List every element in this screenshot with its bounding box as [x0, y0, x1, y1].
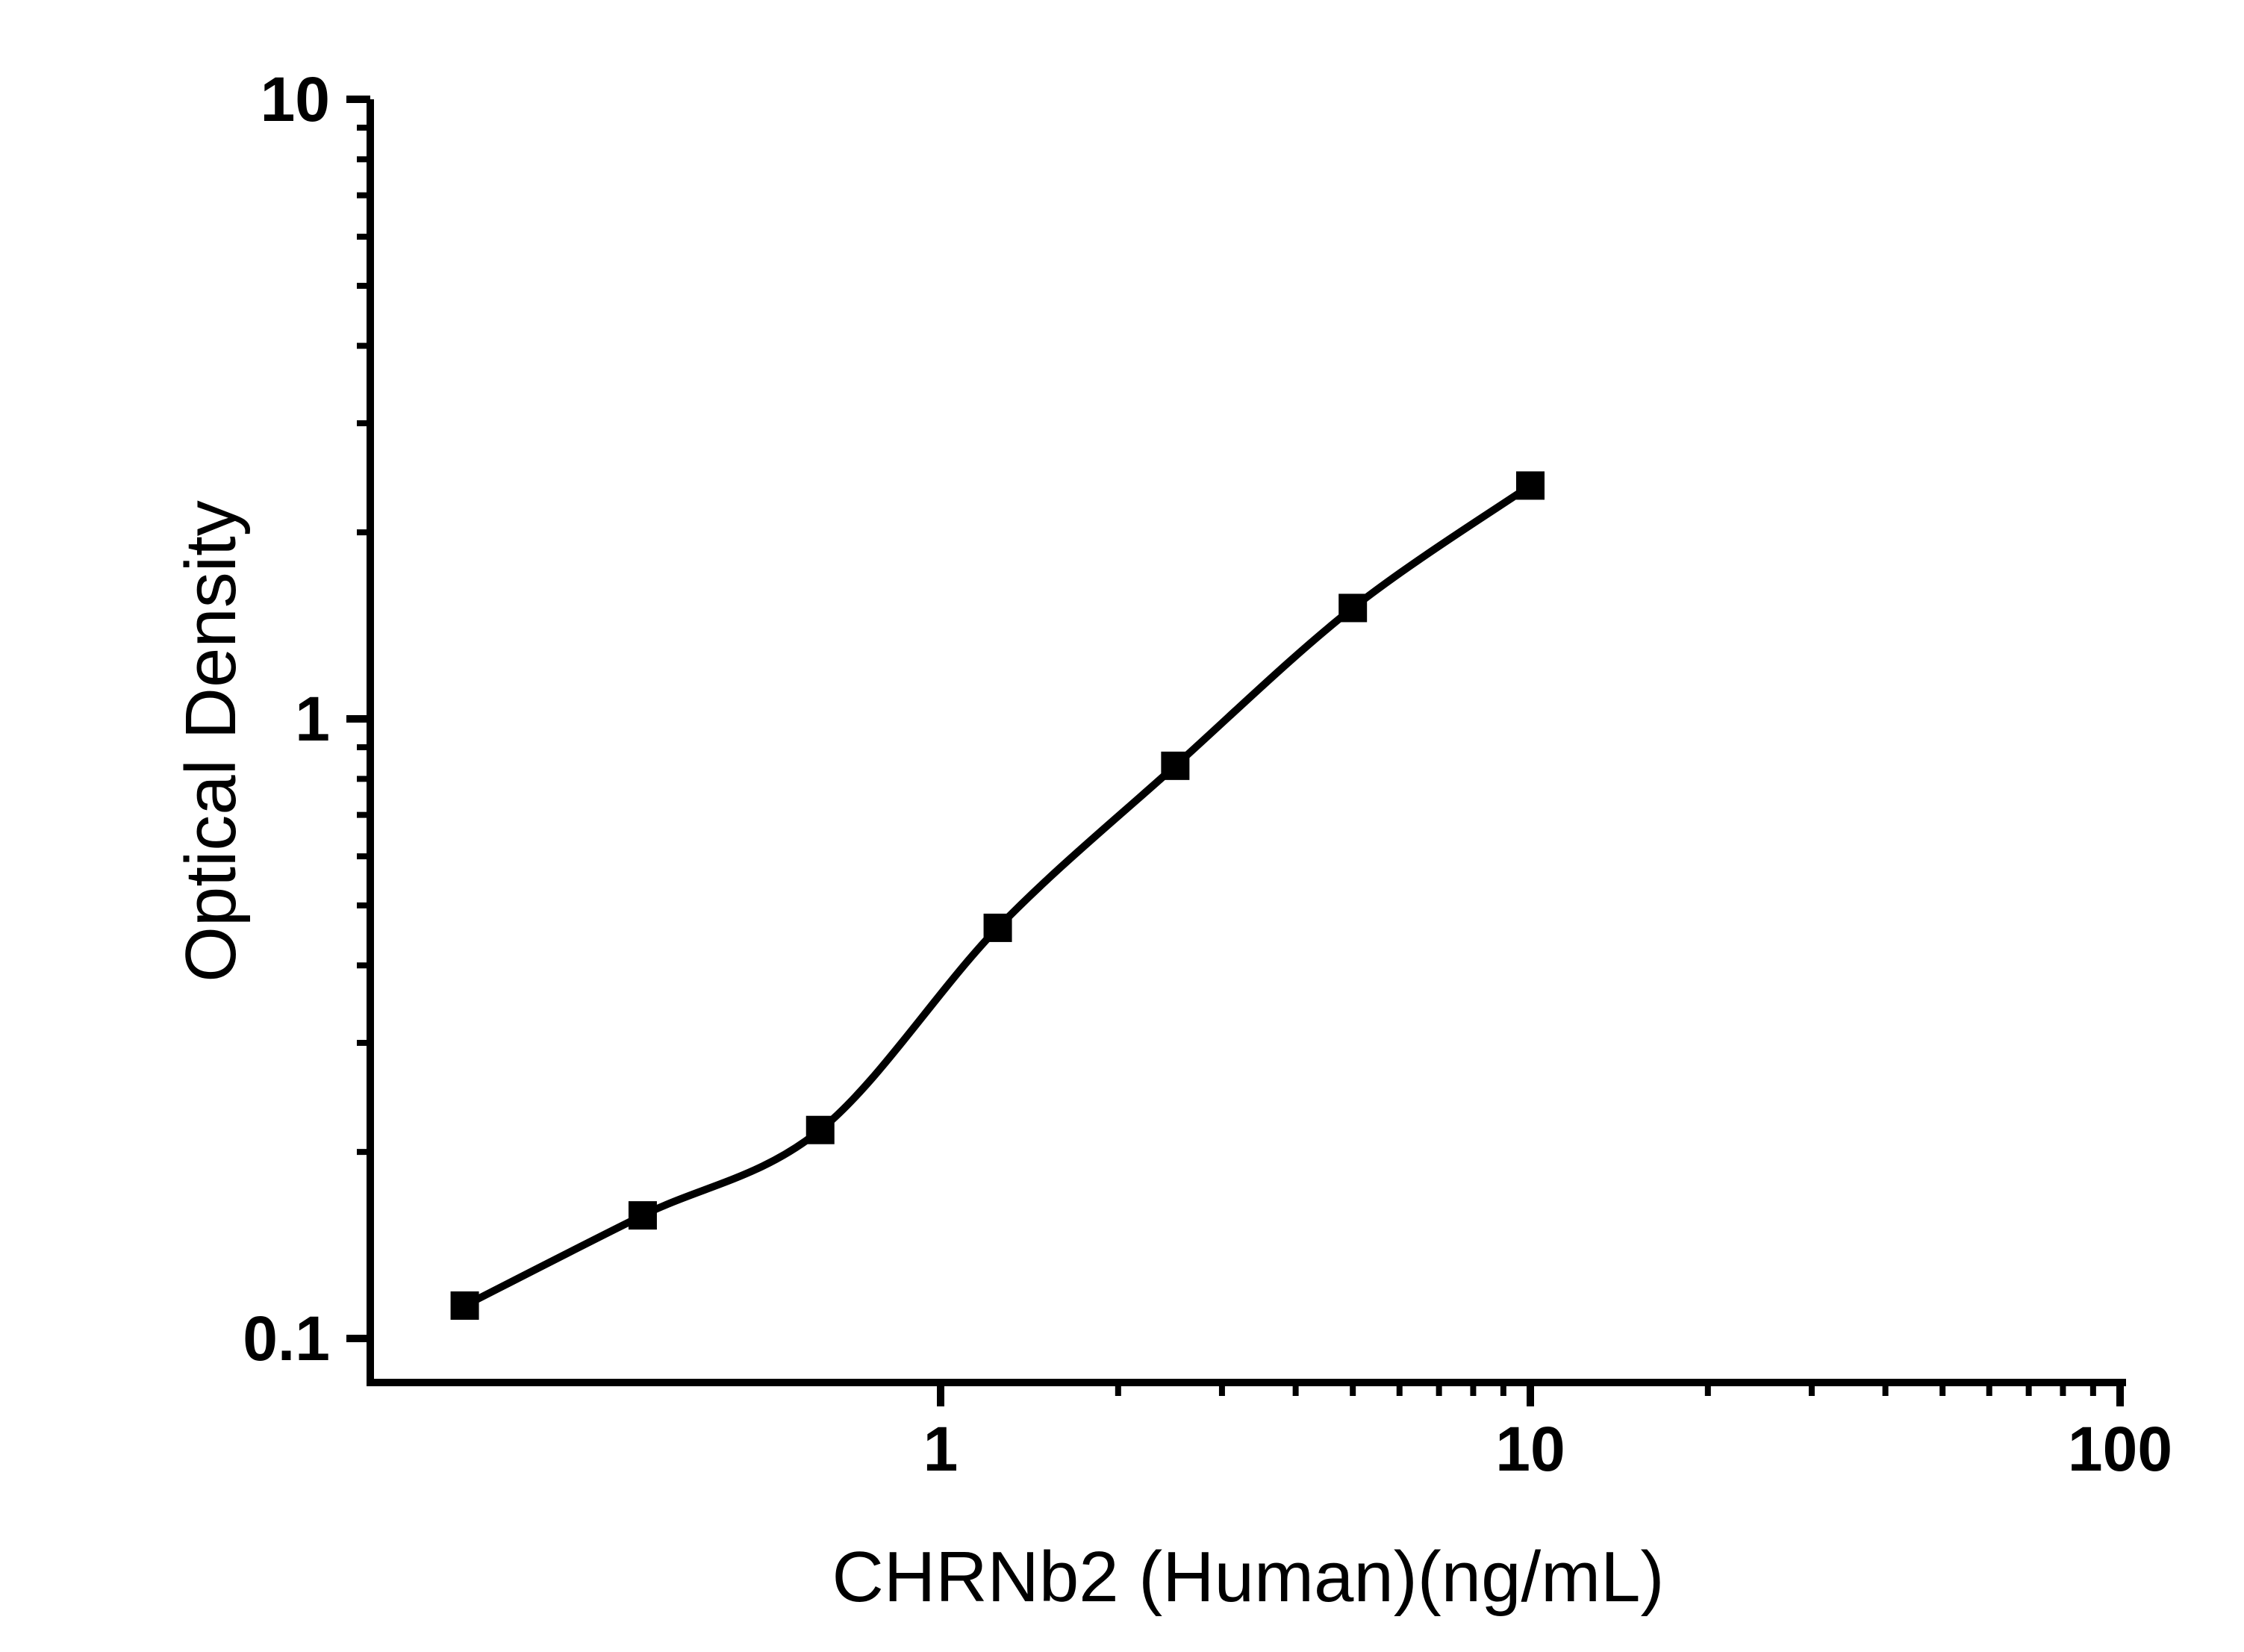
- data-point-marker: [1516, 471, 1545, 500]
- data-point-marker: [450, 1291, 479, 1320]
- y-tick-label: 0.1: [243, 1303, 330, 1374]
- data-point-marker: [983, 913, 1012, 942]
- y-tick-label: 1: [295, 684, 330, 754]
- tick-marks: [346, 96, 2124, 1406]
- x-tick-label: 10: [1495, 1414, 1565, 1484]
- x-tick-label: 100: [2068, 1414, 2172, 1484]
- fit-curve-path: [463, 482, 1533, 1309]
- data-point-marker: [805, 1115, 835, 1144]
- data-point-marker: [628, 1201, 657, 1230]
- y-axis-title: Optical Density: [171, 500, 251, 982]
- axes: [367, 99, 2126, 1386]
- data-points: [450, 471, 1545, 1320]
- data-point-marker: [1338, 593, 1368, 623]
- axis-lines: [367, 99, 2126, 1386]
- x-tick-label: 1: [923, 1414, 959, 1484]
- tick-labels: 0.1 1 10 1 10 100: [243, 64, 2172, 1484]
- x-axis-title: CHRNb2 (Human)(ng/mL): [832, 1537, 1665, 1617]
- data-point-marker: [1161, 751, 1190, 780]
- y-tick-label: 10: [261, 64, 330, 134]
- fit-curve: [463, 482, 1533, 1309]
